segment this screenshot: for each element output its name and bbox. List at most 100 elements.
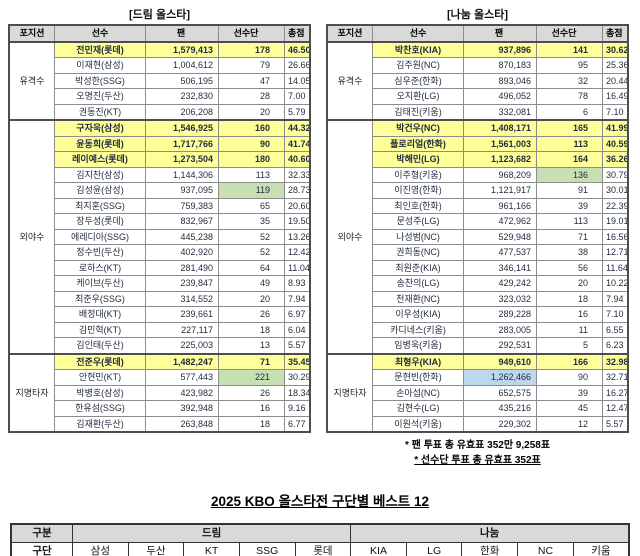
dream-allstar-title: [드림 올스타] <box>129 9 190 21</box>
squad-cell: 119 <box>218 182 285 199</box>
squad-cell: 16 <box>218 400 285 417</box>
name-cell: 장두성(롯데) <box>54 213 146 230</box>
position-cell: 유격수 <box>326 40 373 121</box>
total-cell: 20.44 <box>602 72 629 89</box>
total-cell: 41.99 <box>602 119 629 137</box>
fan-cell: 1,546,925 <box>145 119 219 137</box>
fan-cell: 529,948 <box>463 228 537 245</box>
squad-cell: 18 <box>218 415 285 433</box>
roster-row: 나성범(NC) 529,948 71 16.56 <box>327 228 629 245</box>
squad-cell: 160 <box>218 119 285 137</box>
team-name-cell: 키움 <box>572 541 630 556</box>
fan-cell: 472,962 <box>463 213 537 230</box>
column-header: 선수 <box>372 24 464 43</box>
column-header: 포지션 <box>8 24 55 43</box>
roster-row: 문성주(LG) 472,962 113 19.01 <box>327 213 629 230</box>
team-name-cell: SSG <box>238 541 296 556</box>
nanum-allstar-table: 포지션 선수 팬 선수단 총점 유격수 박찬호(KIA) 937,896 141 30.62 김주원… <box>326 24 629 433</box>
name-cell: 송찬의(LG) <box>372 275 464 292</box>
squad-cell: 5 <box>536 337 603 354</box>
fan-cell: 323,032 <box>463 290 537 307</box>
nanum-allstar-title: [나눔 올스타] <box>447 9 508 21</box>
squad-cell: 26 <box>218 306 285 323</box>
total-cell: 14.05 <box>284 72 311 89</box>
fan-cell: 832,967 <box>145 213 219 230</box>
fan-cell: 506,195 <box>145 72 219 89</box>
position-cell: 외야수 <box>326 119 373 354</box>
roster-row: 윤동희(롯데) 1,717,766 90 41.74 <box>9 135 311 152</box>
name-cell: 임병욱(키움) <box>372 337 464 354</box>
total-cell: 6.04 <box>284 321 311 338</box>
total-cell: 7.94 <box>284 290 311 307</box>
dream-allstar-panel: [드림 올스타] 포지션 선수 팬 선수단 총점 유격수 전민재(롯데) 1,579,413 1… <box>8 5 311 468</box>
squad-cell: 164 <box>536 151 603 168</box>
total-cell: 5.57 <box>602 415 629 433</box>
fan-cell: 292,531 <box>463 337 537 354</box>
name-cell: 박건우(NC) <box>372 119 464 137</box>
squad-cell: 20 <box>536 275 603 292</box>
name-cell: 이진영(한화) <box>372 182 464 199</box>
name-cell: 최인호(한화) <box>372 197 464 214</box>
fan-cell: 1,273,504 <box>145 151 219 168</box>
total-cell: 19.01 <box>602 213 629 230</box>
fan-cell: 577,443 <box>145 369 219 386</box>
total-cell: 36.26 <box>602 151 629 168</box>
team-name-cell: 한화 <box>461 541 519 556</box>
squad-cell: 65 <box>218 197 285 214</box>
total-cell: 5.79 <box>284 103 311 121</box>
name-cell: 최형우(KIA) <box>372 352 464 370</box>
roster-row: 로하스(KT) 281,490 64 11.04 <box>9 259 311 276</box>
fan-cell: 937,896 <box>463 40 537 58</box>
squad-cell: 12 <box>536 415 603 433</box>
roster-row: 안현민(KT) 577,443 221 30.29 <box>9 369 311 386</box>
roster-row: 권동진(KT) 206,208 20 5.79 <box>9 103 311 121</box>
name-cell: 에레디아(SSG) <box>54 228 146 245</box>
squad-cell: 28 <box>218 88 285 105</box>
roster-row: 에레디아(SSG) 445,238 52 13.26 <box>9 228 311 245</box>
column-header: 팬 <box>145 24 219 43</box>
total-cell: 32.71 <box>602 369 629 386</box>
fan-cell: 332,081 <box>463 103 537 121</box>
roster-row: 박병호(삼성) 423,982 26 18.34 <box>9 384 311 401</box>
total-cell: 5.57 <box>284 337 311 354</box>
name-cell: 김현수(LG) <box>372 400 464 417</box>
roster-row: 박해민(LG) 1,123,682 164 36.26 <box>327 151 629 168</box>
fan-cell: 652,575 <box>463 384 537 401</box>
fan-cell: 949,610 <box>463 352 537 370</box>
squad-cell: 113 <box>536 213 603 230</box>
fan-cell: 1,717,766 <box>145 135 219 152</box>
fan-cell: 283,005 <box>463 321 537 338</box>
fan-cell: 1,408,171 <box>463 119 537 137</box>
total-cell: 6.97 <box>284 306 311 323</box>
squad-cell: 56 <box>536 259 603 276</box>
fan-cell: 961,166 <box>463 197 537 214</box>
name-cell: 김주원(NC) <box>372 57 464 74</box>
roster-row: 최원준(KIA) 346,141 56 11.64 <box>327 259 629 276</box>
league-header: 나눔 <box>350 523 630 543</box>
name-cell: 박병호(삼성) <box>54 384 146 401</box>
roster-header-row: 포지션 선수 팬 선수단 총점 <box>326 24 629 43</box>
total-cell: 25.36 <box>602 57 629 74</box>
fan-cell: 239,847 <box>145 275 219 292</box>
fan-cell: 206,208 <box>145 103 219 121</box>
total-cell: 7.10 <box>602 306 629 323</box>
squad-cell: 38 <box>536 244 603 261</box>
squad-cell: 166 <box>536 352 603 370</box>
fan-cell: 314,552 <box>145 290 219 307</box>
total-cell: 32.33 <box>284 166 311 183</box>
column-header: 총점 <box>284 24 311 43</box>
squad-cell: 165 <box>536 119 603 137</box>
fan-cell: 229,302 <box>463 415 537 433</box>
fan-cell: 1,144,306 <box>145 166 219 183</box>
fan-cell: 435,216 <box>463 400 537 417</box>
total-cell: 7.10 <box>602 103 629 121</box>
summary-league-row: 구분 드림 나눔 <box>10 523 630 543</box>
team-name-cell: 두산 <box>127 541 185 556</box>
roster-row: 정수빈(두산) 402,920 52 12.42 <box>9 244 311 261</box>
name-cell: 이원석(키움) <box>372 415 464 433</box>
total-cell: 30.29 <box>284 369 311 386</box>
roster-row: 임병욱(키움) 292,531 5 6.23 <box>327 337 629 354</box>
team-row-label: 구단 <box>10 541 73 556</box>
name-cell: 권동진(KT) <box>54 103 146 121</box>
fan-cell: 1,561,003 <box>463 135 537 152</box>
